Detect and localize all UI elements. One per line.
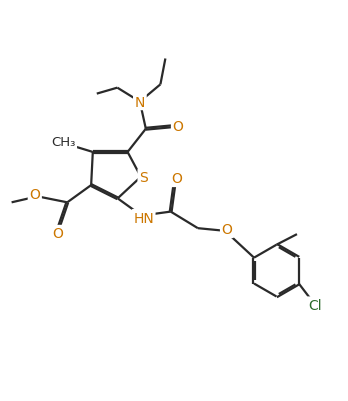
Text: S: S bbox=[139, 170, 148, 184]
Text: O: O bbox=[52, 227, 63, 241]
Text: O: O bbox=[171, 172, 182, 186]
Text: Cl: Cl bbox=[308, 298, 322, 312]
Text: O: O bbox=[29, 188, 40, 202]
Text: O: O bbox=[173, 120, 183, 134]
Text: N: N bbox=[135, 95, 145, 109]
Text: O: O bbox=[222, 223, 232, 237]
Text: HN: HN bbox=[133, 211, 154, 225]
Text: CH₃: CH₃ bbox=[51, 136, 76, 149]
